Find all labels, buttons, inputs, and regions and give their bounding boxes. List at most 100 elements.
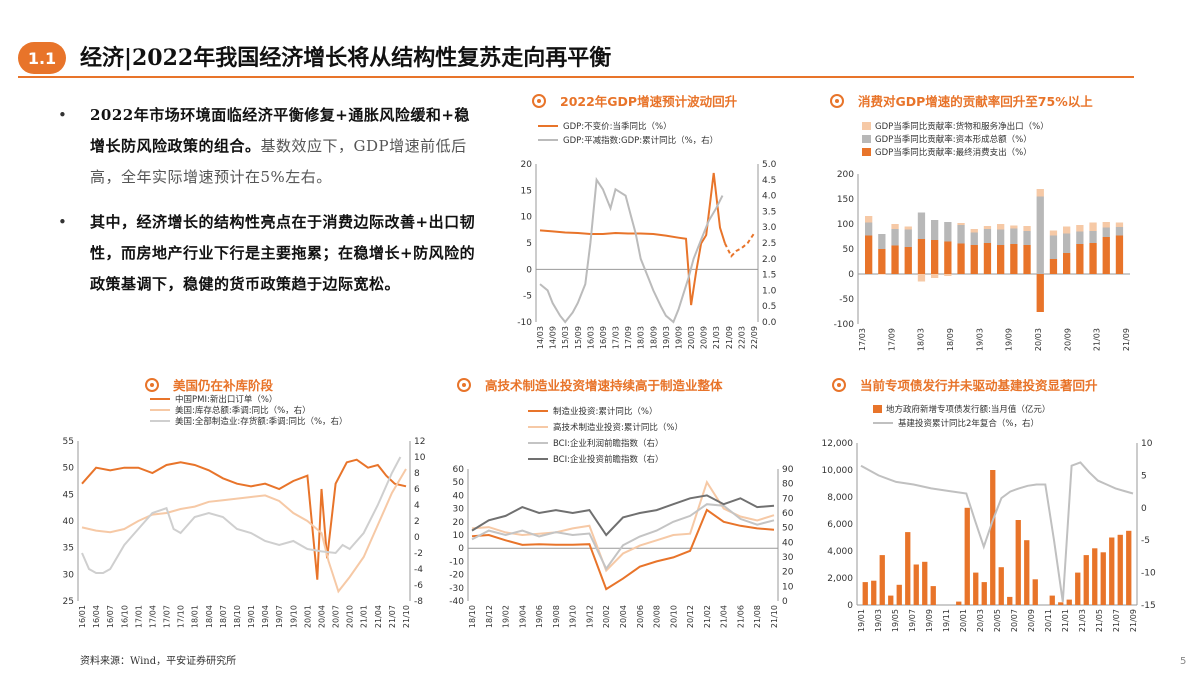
y-tick-label-left: 150 (837, 195, 854, 205)
x-tick-label: 21/03 (1093, 328, 1102, 351)
legend-label: GDP当季同比贡献率:货物和服务净出口（%） (875, 121, 1049, 132)
y-tick-label-left: 40 (453, 491, 465, 501)
y-tick-label-left: 200 (837, 170, 854, 180)
bar-segment (931, 220, 939, 240)
series-line (471, 503, 775, 571)
y-tick-label-left: 2,000 (827, 574, 853, 584)
x-tick-label: 17/03 (858, 328, 867, 351)
bar (998, 567, 1004, 605)
x-tick-label: 20/04 (619, 605, 628, 628)
x-tick-label: 21/01 (1061, 609, 1070, 632)
bar-segment (997, 229, 1005, 245)
bar-segment (944, 241, 952, 274)
x-tick-label: 14/03 (536, 326, 545, 349)
x-tick-label: 20/08 (653, 605, 662, 628)
x-tick-label: 19/05 (891, 609, 900, 632)
chart-consumption: -100 -50 0 50 100 150 200 17/03 17/09 18/03 18/09 1… (834, 121, 1131, 351)
y-tick-label-left: 0 (848, 270, 854, 280)
bar-segment (1023, 226, 1031, 231)
series-line (724, 232, 755, 258)
y-tick-label-left: -40 (449, 597, 464, 607)
x-tick-label: 14/09 (549, 326, 558, 349)
bar (1092, 548, 1098, 605)
y-tick-label-left: 6,000 (827, 520, 853, 530)
legend-label: 美国:库存总额:季调:同比（%，右） (175, 405, 311, 416)
series-line (471, 494, 775, 537)
bar-segment (1102, 237, 1110, 274)
chart-title-inventory-text: 美国仍在补库阶段 (173, 378, 274, 393)
y-tick-label-right: 90 (782, 465, 794, 475)
x-tick-label: 19/02 (502, 605, 511, 628)
bar (862, 582, 868, 605)
page-number: 5 (1180, 656, 1187, 667)
y-tick-label-left: 50 (843, 245, 855, 255)
y-tick-label-right: 20 (782, 568, 794, 578)
x-tick-label: 20/05 (993, 609, 1002, 632)
x-tick-label: 18/07 (219, 605, 228, 628)
x-tick-label: 20/03 (976, 609, 985, 632)
legend-label: GDP当季同比贡献率:最终消费支出（%） (875, 147, 1032, 158)
y-tick-label-left: 0 (526, 265, 532, 275)
y-tick-label-right: 1.0 (762, 286, 777, 296)
legend-swatch (862, 122, 871, 130)
bar-segment (904, 229, 912, 247)
y-tick-label-left: 35 (63, 544, 74, 554)
source-note: 资料来源：Wind，平安证券研究所 (80, 656, 237, 667)
bar-segment (1089, 222, 1097, 231)
bar-segment (904, 226, 912, 230)
x-tick-label: 21/01 (360, 605, 369, 628)
y-tick-label-left: 50 (63, 464, 75, 474)
y-tick-label-left: 10 (453, 531, 465, 541)
chart-title-consumption: 消费对GDP增速的贡献率回升至75%以上 (830, 91, 1093, 110)
bar (1083, 555, 1089, 605)
y-tick-label-right: -4 (414, 565, 423, 575)
bar-segment (944, 222, 952, 242)
bar-segment (997, 224, 1005, 230)
x-tick-label: 19/09 (925, 609, 934, 632)
series-line (860, 461, 1134, 602)
legend-label: GDP:不变价:当季同比（%） (563, 121, 672, 132)
bar (1007, 596, 1013, 605)
legend-label: GDP当季同比贡献率:资本形成总额（%） (875, 134, 1032, 145)
y-tick-label-right: 2.5 (762, 239, 776, 249)
bar (1015, 520, 1021, 605)
bar (1100, 552, 1106, 605)
legend-swatch (862, 148, 871, 156)
bar-segment (1076, 244, 1084, 274)
x-tick-label: 16/03 (586, 326, 595, 349)
x-tick-label: 18/03 (917, 328, 926, 351)
y-tick-label-left: 50 (453, 478, 465, 488)
series-line (81, 458, 407, 580)
x-tick-label: 19/03 (874, 609, 883, 632)
x-tick-label: 20/01 (303, 605, 312, 628)
x-tick-label: 16/09 (599, 326, 608, 349)
y-tick-label-left: 10 (521, 213, 533, 223)
chart-title-gdp: 2022年GDP增速预计波动回升 (532, 91, 737, 110)
y-tick-label-left: 0 (458, 544, 464, 554)
chart-bonds: 0 2,000 4,000 6,000 8,000 10,000 12,000 -15 -10 -… (822, 404, 1156, 632)
y-tick-label-right: 0 (1141, 504, 1147, 514)
bar-segment (931, 240, 939, 274)
y-tick-label-right: 30 (782, 553, 794, 563)
y-tick-label-left: 12,000 (822, 439, 854, 449)
summary-bullets: 2022年市场环境面临经济平衡修复+通胀风险缓和+稳增长防风险政策的组合。基数效… (58, 100, 478, 314)
x-tick-label: 21/08 (753, 605, 762, 628)
y-tick-label-right: 40 (782, 538, 794, 548)
y-tick-label-left: 4,000 (827, 547, 853, 557)
y-tick-label-left: 55 (63, 437, 74, 447)
bar-segment (1049, 259, 1058, 274)
y-tick-label-left: 8,000 (827, 493, 853, 503)
bar (922, 561, 928, 605)
x-tick-label: 17/07 (163, 605, 172, 628)
y-tick-label-left: 25 (63, 597, 74, 607)
y-tick-label-left: -10 (517, 318, 532, 328)
target-icon (457, 377, 471, 392)
bar-segment (983, 243, 992, 274)
x-tick-label: 20/04 (317, 605, 326, 628)
series-line (471, 479, 775, 573)
bar-segment (1063, 233, 1071, 253)
bar (990, 470, 996, 605)
x-tick-label: 18/10 (468, 605, 477, 628)
y-tick-label-right: 4 (414, 501, 420, 511)
series-line (81, 456, 402, 574)
